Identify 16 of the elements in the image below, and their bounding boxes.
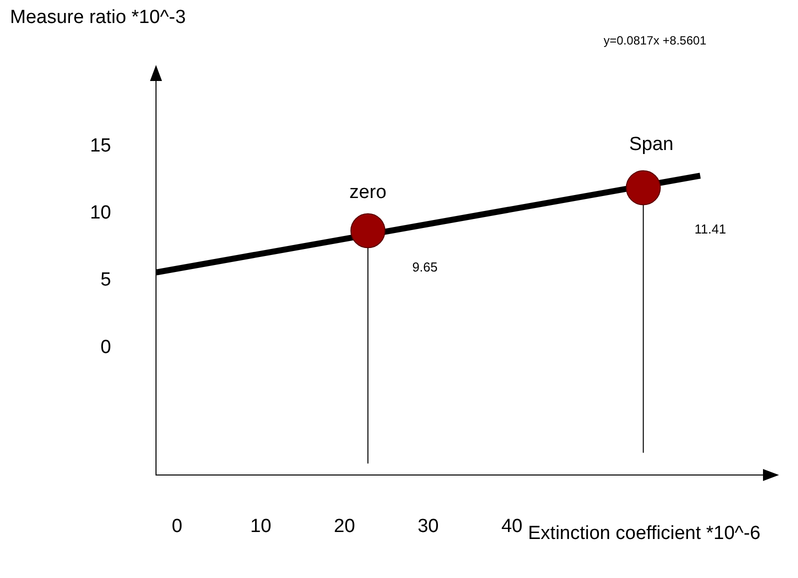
x-axis-title: Extinction coefficient *10^-6 [528, 523, 760, 544]
x-tick-label: 20 [334, 516, 356, 537]
y-tick-label: 10 [90, 202, 112, 224]
annotation: Span [629, 134, 674, 156]
x-tick-label: 30 [418, 516, 439, 537]
text: y=0.0817x +8.5601 [604, 33, 707, 48]
x-tick-label: 10 [250, 516, 272, 537]
x-tick-label: 0 [172, 516, 182, 537]
annotation: 11.41 [694, 221, 726, 236]
annotation: zero [349, 182, 386, 203]
annotation: 9.65 [412, 259, 438, 274]
y-tick-label: 5 [100, 270, 112, 291]
y-axis-title: Measure ratio *10^-3 [10, 7, 186, 28]
x-tick-label: 40 [501, 516, 522, 537]
y-tick-label: 0 [100, 336, 112, 358]
y-tick-label: 15 [90, 135, 112, 156]
